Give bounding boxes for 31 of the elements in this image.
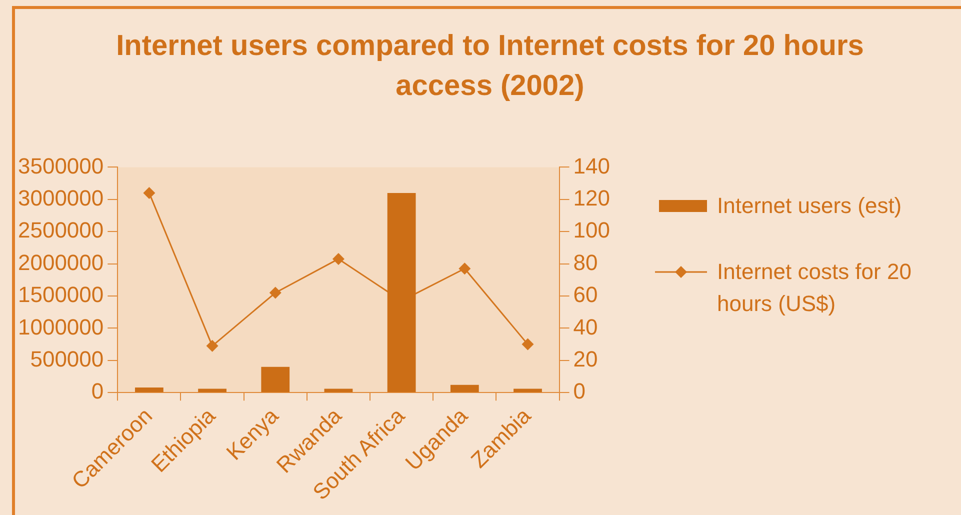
point	[269, 286, 282, 299]
bar	[135, 387, 164, 392]
bar	[324, 388, 353, 392]
y2-tick-label: 0	[573, 378, 586, 404]
point	[332, 252, 344, 265]
y-tick-label: 500000	[30, 346, 104, 372]
y-tick-label: 2500000	[18, 218, 104, 243]
y-tick-label: 3500000	[18, 153, 104, 178]
y2-tick-label: 120	[573, 185, 610, 210]
y-tick-label: 2000000	[18, 250, 104, 275]
bar	[450, 384, 479, 392]
y2-tick-label: 60	[573, 282, 598, 308]
y-tick-label: 1500000	[18, 282, 104, 308]
point	[522, 338, 534, 350]
y2-tick-label: 40	[573, 314, 598, 340]
bar	[514, 388, 542, 392]
y2-tick-label: 80	[573, 250, 598, 275]
y2-tick-label: 20	[573, 346, 598, 372]
point	[143, 186, 156, 199]
y-tick-label: 1000000	[18, 314, 104, 340]
y2-tick-label: 140	[573, 153, 610, 178]
legend-label: Internet users (est)	[717, 192, 902, 220]
chart-title: Internet users compared to Internet costs for 20 hours access (2002)	[115, 29, 865, 104]
legend-label: Internet costs for 20 hours (US$)	[717, 258, 912, 318]
y2-tick-label: 100	[573, 218, 610, 243]
y-tick-label: 3000000	[18, 185, 104, 210]
bar	[198, 388, 226, 392]
point	[206, 340, 218, 352]
y-tick-label: 0	[91, 378, 104, 404]
bar	[261, 366, 290, 392]
point	[458, 262, 471, 275]
